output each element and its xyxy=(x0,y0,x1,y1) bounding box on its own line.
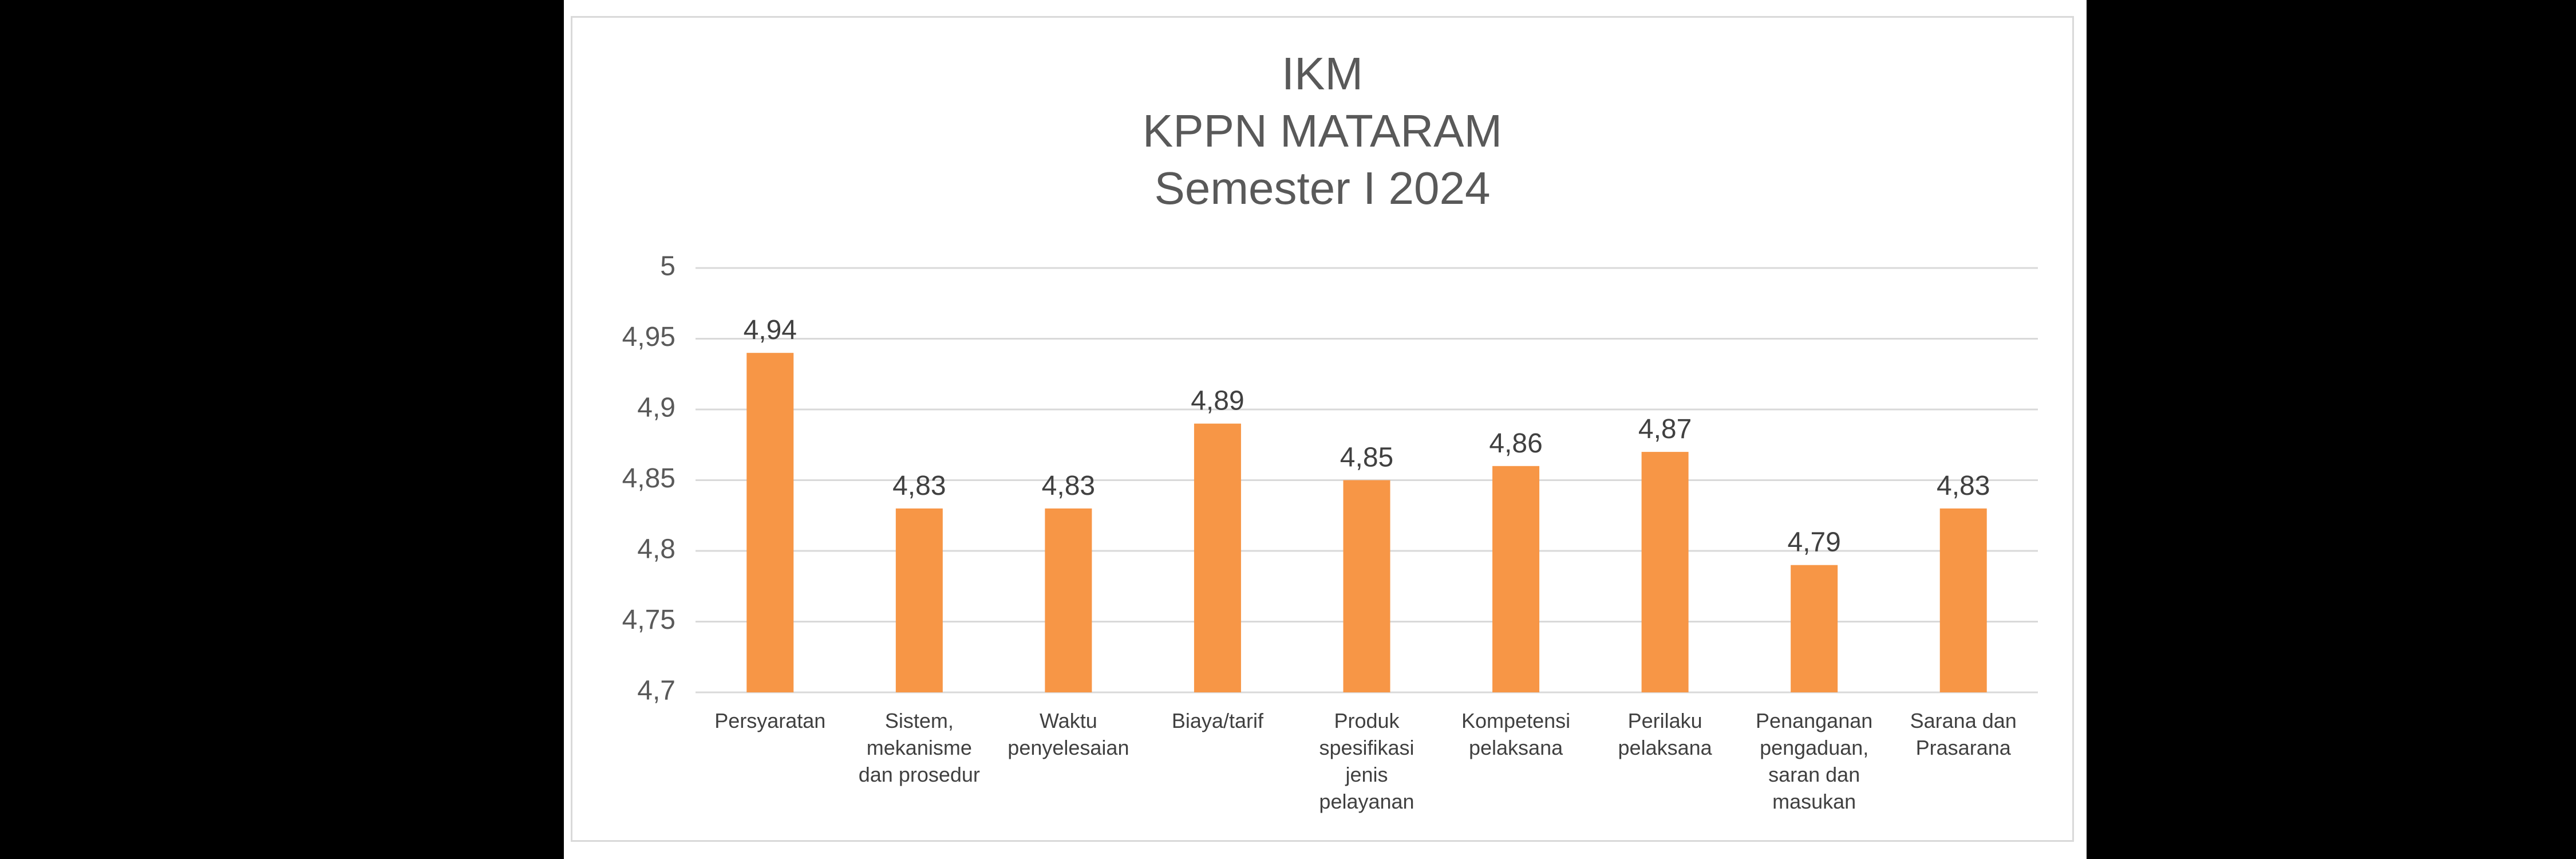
category-label: Sarana dan xyxy=(1910,709,2017,732)
category-label: penyelesaian xyxy=(1008,736,1129,759)
data-labels: 4,94 4,83 4,83 4,89 4,85 4,86 4,87 4,79 4,83 xyxy=(744,315,1990,558)
y-tick-label: 4,8 xyxy=(637,534,675,565)
category-label: pelayanan xyxy=(1319,790,1414,813)
category-label: Persyaratan xyxy=(714,709,825,732)
category-label: Produk xyxy=(1334,709,1400,732)
category-label: jenis xyxy=(1345,763,1388,786)
data-label: 4,79 xyxy=(1787,527,1840,558)
category-label: Waktu xyxy=(1040,709,1097,732)
bar xyxy=(1194,423,1241,692)
category-label: pelaksana xyxy=(1618,736,1713,759)
category-label: saran dan xyxy=(1768,763,1860,786)
y-tick-label: 4,85 xyxy=(622,463,675,494)
bar xyxy=(1641,452,1689,692)
category-label: mekanisme xyxy=(867,736,972,759)
data-label: 4,89 xyxy=(1191,386,1244,416)
y-tick-label: 4,95 xyxy=(622,322,675,352)
category-labels: Persyaratan Sistem, mekanisme dan prosedur W… xyxy=(714,709,2017,813)
category-label: Sistem, xyxy=(885,709,954,732)
data-label: 4,94 xyxy=(744,315,797,345)
y-axis-ticks: 5 4,95 4,9 4,85 4,8 4,75 4,7 xyxy=(622,251,675,706)
bar xyxy=(1492,466,1540,692)
bar xyxy=(1343,480,1390,692)
data-label: 4,83 xyxy=(1937,471,1990,501)
data-label: 4,83 xyxy=(892,471,946,501)
category-label: dan prosedur xyxy=(859,763,980,786)
category-label: Prasarana xyxy=(1916,736,2012,759)
chart-title-line-1: IKM xyxy=(1282,48,1363,99)
chart-title-line-2: KPPN MATARAM xyxy=(1143,105,1502,156)
category-label: Perilaku xyxy=(1628,709,1702,732)
bar xyxy=(1045,508,1092,692)
y-tick-label: 4,7 xyxy=(637,676,675,706)
chart-title-line-3: Semester I 2024 xyxy=(1155,163,1491,214)
category-label: pengaduan, xyxy=(1760,736,1868,759)
category-label: Kompetensi xyxy=(1461,709,1570,732)
chart-frame: IKM KPPN MATARAM Semester I 2024 5 4,95 4,9 4… xyxy=(571,16,2074,842)
category-label: pelaksana xyxy=(1469,736,1563,759)
bar xyxy=(895,508,943,692)
chart-panel: IKM KPPN MATARAM Semester I 2024 5 4,95 4,9 4… xyxy=(564,0,2087,859)
y-tick-label: 4,9 xyxy=(637,393,675,423)
y-tick-label: 4,75 xyxy=(622,605,675,635)
category-label: masukan xyxy=(1772,790,1856,813)
chart-title: IKM KPPN MATARAM Semester I 2024 xyxy=(1143,48,1502,214)
category-label: spesifikasi xyxy=(1319,736,1414,759)
data-label: 4,85 xyxy=(1340,443,1393,473)
data-label: 4,86 xyxy=(1489,428,1542,459)
data-label: 4,87 xyxy=(1638,414,1692,444)
bar xyxy=(746,353,794,692)
chart-bars xyxy=(746,353,1987,692)
category-label: Biaya/tarif xyxy=(1172,709,1264,732)
category-label: Penanganan xyxy=(1756,709,1872,732)
bar xyxy=(1939,508,1987,692)
bar xyxy=(1791,565,1838,692)
data-label: 4,83 xyxy=(1042,471,1095,501)
y-tick-label: 5 xyxy=(660,251,675,282)
